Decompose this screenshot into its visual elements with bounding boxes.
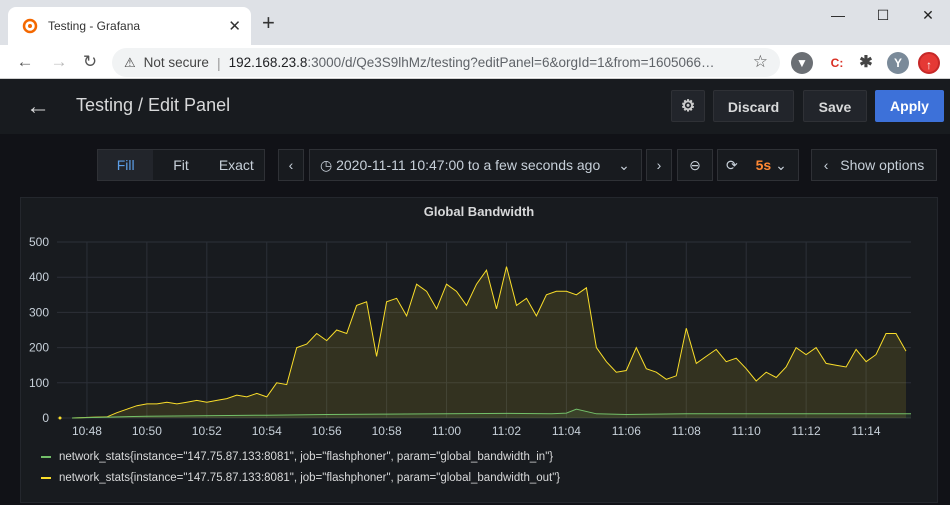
x-tick-label: 11:04 [552, 424, 581, 438]
apply-button[interactable]: Apply [875, 90, 944, 122]
legend-swatch-in [41, 456, 51, 458]
legend-item-in[interactable]: network_stats{instance="147.75.87.133:80… [41, 451, 553, 463]
time-range-picker[interactable]: ◷ 2020-11-11 10:47:00 to a few seconds a… [309, 149, 642, 181]
close-tab-icon[interactable]: ✕ [228, 18, 241, 35]
y-tick-label: 400 [29, 270, 49, 284]
y-tick-label: 200 [29, 341, 49, 355]
show-options-label: Show options [840, 157, 925, 173]
url-omnibox[interactable]: ⚠ Not secure | 192.168.23.8:3000/d/Qe3S9… [112, 48, 780, 77]
x-tick-label: 10:52 [192, 424, 222, 438]
show-options-button[interactable]: ‹ Show options [811, 149, 937, 181]
chevron-down-icon: ⌄ [775, 157, 787, 173]
time-back-button[interactable]: ‹ [278, 149, 304, 181]
grafana-app: ← Testing / Edit Panel ⚙ Discard Save Ap… [0, 79, 950, 505]
legend-swatch-out [41, 477, 51, 479]
x-tick-label: 10:58 [372, 424, 402, 438]
chevron-right-icon: › [656, 157, 662, 173]
x-tick-label: 11:02 [492, 424, 521, 438]
refresh-picker[interactable]: ⟳ 5s ⌄ [717, 149, 799, 181]
time-forward-button[interactable]: › [646, 149, 672, 181]
discard-button[interactable]: Discard [713, 90, 794, 122]
not-secure-label: Not secure [143, 55, 209, 70]
chevron-down-icon: ⌄ [618, 157, 630, 173]
settings-gear-button[interactable]: ⚙ [671, 90, 705, 122]
refresh-icon: ⟳ [726, 157, 738, 173]
address-separator: | [216, 54, 221, 71]
x-tick-label: 11:08 [672, 424, 701, 438]
refresh-rate: 5s [755, 157, 772, 173]
grafana-logo-icon [22, 18, 38, 34]
new-tab-button[interactable]: + [262, 10, 275, 35]
y-tick-label: 100 [29, 376, 49, 390]
x-tick-label: 11:10 [732, 424, 761, 438]
x-tick-label: 10:48 [72, 424, 102, 438]
legend-label-in: network_stats{instance="147.75.87.133:80… [59, 451, 554, 463]
zoom-out-icon: ⊖ [689, 157, 701, 173]
url-path: :3000/d/Qe3S9lhMz/testing?editPanel=6&or… [307, 55, 715, 70]
x-tick-label: 11:00 [432, 424, 461, 438]
series-start-point [58, 416, 62, 420]
y-tick-label: 500 [29, 235, 49, 249]
back-icon[interactable]: ← [16, 52, 34, 71]
panel-title: Global Bandwidth [423, 204, 535, 219]
view-mode-exact[interactable]: Exact [218, 157, 254, 173]
x-tick-label: 10:50 [132, 424, 162, 438]
view-mode-fit[interactable]: Fit [173, 157, 189, 173]
browser-tab-bar: Testing - Grafana ✕ + — ☐ ✕ [0, 0, 950, 45]
tab-title: Testing - Grafana [48, 19, 141, 33]
maximize-window-button[interactable]: ☐ [876, 7, 890, 23]
zoom-out-button[interactable]: ⊖ [677, 149, 713, 181]
c-extension-icon[interactable]: C: [830, 56, 844, 70]
close-window-button[interactable]: ✕ [922, 7, 934, 23]
stop-extension-icon[interactable]: ↑ [918, 52, 940, 74]
panel-toolbar: Fill Fit Exact ‹ ◷ 2020-11-11 10:47:00 t… [0, 149, 950, 181]
y-tick-label: 300 [29, 305, 49, 319]
time-range-label: 2020-11-11 10:47:00 to a few seconds ago [336, 157, 601, 173]
url-host: 192.168.23.8 [228, 55, 308, 70]
x-tick-label: 10:54 [252, 424, 282, 438]
x-tick-label: 11:14 [851, 424, 880, 438]
series-out-line [71, 266, 907, 419]
profile-avatar[interactable]: Y [887, 52, 909, 74]
reload-icon[interactable]: ↻ [82, 52, 98, 71]
shield-extension-icon[interactable]: ▼ [791, 52, 813, 74]
page-title: Testing / Edit Panel [76, 95, 231, 115]
view-mode-fill[interactable]: Fill [98, 150, 154, 180]
puzzle-extension-icon[interactable]: ✱ [859, 54, 873, 71]
x-tick-label: 10:56 [312, 424, 342, 438]
warning-icon: ⚠ [124, 54, 136, 70]
bandwidth-chart: 0 100 200 300 400 500 10:48 10:50 10:52 10:54 10:5… [29, 235, 911, 438]
x-tick-label: 11:12 [792, 424, 821, 438]
chevron-left-icon: ‹ [823, 157, 829, 173]
forward-icon[interactable]: → [50, 52, 68, 71]
series-in-line [71, 408, 911, 419]
y-tick-label: 0 [42, 411, 49, 425]
clock-icon: ◷ [320, 157, 333, 173]
minimize-window-button[interactable]: — [831, 7, 845, 23]
back-arrow-icon[interactable]: ← [26, 93, 50, 120]
gear-icon: ⚙ [680, 98, 696, 115]
browser-tab[interactable]: Testing - Grafana ✕ [8, 7, 251, 45]
legend-item-out[interactable]: network_stats{instance="147.75.87.133:80… [41, 472, 560, 484]
view-mode-selector: Fill Fit Exact [97, 149, 265, 181]
bookmark-star-icon[interactable]: ☆ [752, 52, 768, 71]
edit-panel-header: ← Testing / Edit Panel ⚙ Discard Save Ap… [0, 79, 950, 134]
series-out-area [72, 266, 906, 418]
browser-address-bar: ← → ↻ ⚠ Not secure | 192.168.23.8:3000/d… [0, 45, 950, 79]
graph-panel[interactable]: Global Bandwidth 0 100 200 300 400 500 10:48 10… [20, 197, 938, 503]
x-tick-label: 11:06 [612, 424, 641, 438]
chevron-left-icon: ‹ [288, 157, 294, 173]
save-button[interactable]: Save [803, 90, 867, 122]
legend-label-out: network_stats{instance="147.75.87.133:80… [59, 472, 561, 484]
